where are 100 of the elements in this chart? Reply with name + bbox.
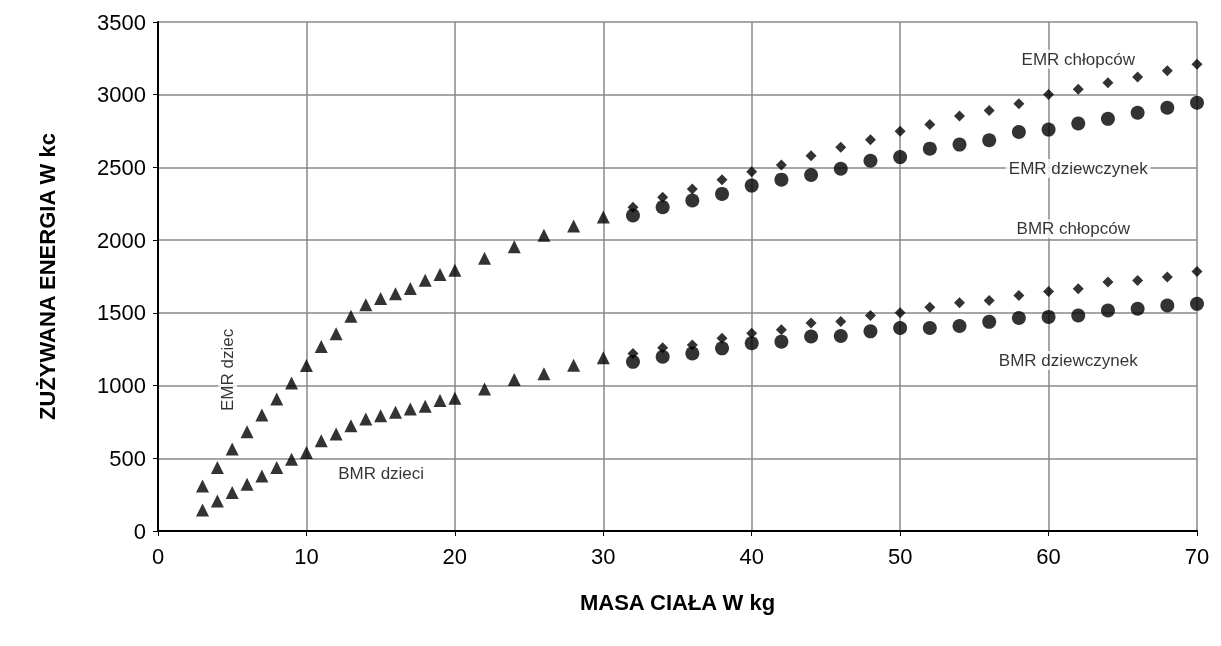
series-label: EMR chłopców	[1021, 49, 1136, 69]
point	[982, 314, 997, 329]
y-tick-label: 2500	[97, 154, 146, 180]
point	[285, 452, 299, 466]
point	[567, 219, 581, 233]
point	[775, 324, 787, 336]
point	[448, 391, 462, 405]
point	[744, 336, 759, 351]
point	[299, 359, 313, 372]
point	[567, 358, 581, 372]
point	[835, 316, 847, 328]
point	[1043, 88, 1055, 100]
y-tick-label: 500	[109, 445, 146, 471]
point	[983, 104, 995, 116]
point	[270, 460, 284, 474]
y-tick-label: 3000	[97, 82, 146, 108]
x-tick-label: 60	[1036, 543, 1061, 569]
point	[924, 119, 936, 131]
point	[329, 427, 343, 441]
point	[240, 425, 254, 439]
point	[954, 297, 966, 309]
x-tick-label: 50	[887, 543, 913, 569]
point	[433, 394, 447, 408]
x-tick-label: 40	[739, 543, 764, 569]
point	[433, 268, 447, 282]
text: BMR chłopców	[1016, 219, 1131, 239]
point	[922, 141, 937, 156]
point	[1072, 83, 1084, 95]
point	[894, 307, 906, 319]
point	[344, 309, 358, 323]
point	[240, 477, 254, 491]
point	[982, 133, 997, 148]
point	[805, 317, 817, 329]
point	[359, 412, 373, 426]
series-label: BMR dzieci	[338, 464, 425, 484]
point	[418, 273, 432, 287]
point	[804, 329, 819, 344]
point	[1191, 265, 1203, 277]
point	[1013, 98, 1025, 110]
point	[374, 292, 388, 306]
y-tick-label: 1000	[97, 373, 146, 399]
point	[314, 434, 328, 448]
point	[403, 282, 417, 296]
point	[1041, 122, 1056, 137]
point	[329, 327, 343, 341]
point	[833, 328, 848, 343]
point	[893, 320, 908, 335]
point	[864, 134, 876, 146]
point	[507, 372, 521, 386]
point	[894, 125, 906, 137]
point	[952, 137, 967, 152]
point	[210, 460, 224, 474]
y-tick-label: 1500	[97, 300, 146, 326]
point	[864, 309, 876, 321]
point	[596, 210, 610, 224]
point	[1190, 296, 1204, 311]
point	[1071, 116, 1086, 131]
point	[255, 469, 269, 483]
point	[833, 161, 848, 176]
series-label: BMR dziewczynek	[998, 350, 1139, 370]
point	[746, 166, 758, 178]
point	[924, 301, 936, 313]
x-tick-label: 0	[151, 543, 165, 569]
x-tick-label: 70	[1184, 543, 1210, 569]
point	[196, 479, 210, 493]
point	[1160, 100, 1175, 115]
point	[314, 339, 328, 353]
point	[655, 349, 670, 364]
point	[1100, 111, 1115, 126]
y-tick-label: 3500	[97, 9, 146, 35]
point	[715, 186, 730, 201]
point	[715, 341, 730, 356]
point	[225, 486, 239, 500]
point	[1013, 289, 1025, 301]
point	[196, 503, 210, 517]
point	[804, 167, 819, 182]
point	[1132, 71, 1144, 83]
point	[1072, 283, 1084, 295]
point	[1102, 77, 1114, 89]
point	[285, 376, 299, 390]
point	[686, 183, 698, 195]
point	[1161, 271, 1173, 283]
point	[1071, 308, 1086, 323]
point	[1102, 276, 1114, 288]
point	[775, 159, 787, 171]
point	[1130, 301, 1145, 316]
point	[344, 419, 358, 433]
point	[478, 382, 492, 396]
point	[954, 110, 966, 122]
point	[805, 150, 817, 162]
x-axis-title: MASA CIAŁA W kg	[579, 589, 776, 615]
series-label: EMR dziewczynek	[1008, 159, 1149, 179]
point	[537, 228, 551, 242]
point	[685, 346, 700, 361]
point	[1190, 95, 1204, 110]
point	[655, 200, 670, 215]
point	[299, 445, 313, 459]
point	[952, 318, 967, 333]
point	[1041, 309, 1056, 324]
point	[418, 399, 432, 413]
